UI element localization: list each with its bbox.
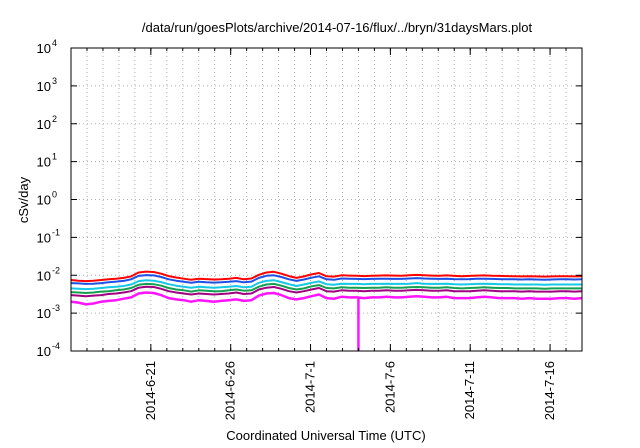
x-ticks: 2014-6-21 2014-6-26 2014-7-1 2014-7-6 2014-7…	[86, 48, 567, 420]
y-tick-exponent: 2	[52, 114, 57, 124]
y-tick-exponent: 0	[52, 190, 57, 200]
y-tick-exponent: -4	[52, 341, 60, 351]
series-red-line	[70, 270, 583, 283]
series-purple-line	[70, 285, 583, 298]
series-cyan-line	[70, 279, 582, 291]
y-tick-label: 10	[37, 79, 51, 94]
y-tick-exponent: 3	[52, 76, 57, 86]
x-tick-label: 2014-7-1	[303, 361, 318, 413]
y-tick-exponent: -2	[52, 265, 60, 275]
series-group	[70, 270, 583, 306]
y-tick-label: 10	[37, 193, 51, 208]
grid	[71, 48, 582, 351]
x-tick-label: 2014-7-16	[542, 361, 557, 420]
y-tick-label: 10	[37, 306, 51, 321]
y-tick-label: 10	[37, 268, 51, 283]
series-magenta-line	[70, 291, 583, 306]
x-tick-label: 2014-6-21	[143, 361, 158, 420]
y-tick-label: 10	[37, 230, 51, 245]
y-tick-label: 10	[37, 41, 51, 56]
series-green-line	[70, 282, 582, 294]
x-tick-label: 2014-7-6	[382, 361, 397, 413]
y-tick-exponent: -3	[52, 303, 60, 313]
y-axis-label: cSv/day	[16, 176, 31, 223]
y-tick-exponent: -1	[52, 227, 60, 237]
y-tick-label: 10	[37, 344, 51, 359]
y-tick-label: 10	[37, 155, 51, 170]
y-tick-exponent: 4	[52, 38, 57, 48]
y-tick-label: 10	[37, 117, 51, 132]
x-tick-label: 2014-6-26	[223, 361, 238, 420]
series-blue-line	[70, 274, 583, 285]
chart-title: /data/run/goesPlots/archive/2014-07-16/f…	[142, 20, 533, 35]
y-tick-exponent: 1	[52, 152, 57, 162]
x-axis-label: Coordinated Universal Time (UTC)	[226, 428, 425, 443]
x-tick-label: 2014-7-11	[462, 361, 477, 419]
